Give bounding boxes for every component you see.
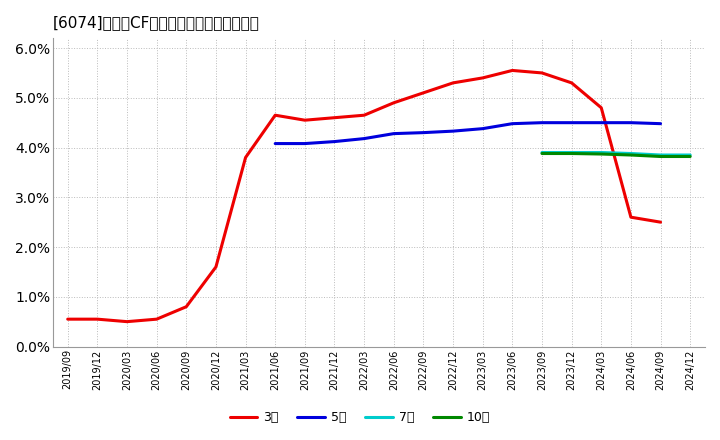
Legend: 3年, 5年, 7年, 10年: 3年, 5年, 7年, 10年 <box>225 407 495 429</box>
Text: [6074]　営業CFマージンの標準偏差の推移: [6074] 営業CFマージンの標準偏差の推移 <box>53 15 260 30</box>
